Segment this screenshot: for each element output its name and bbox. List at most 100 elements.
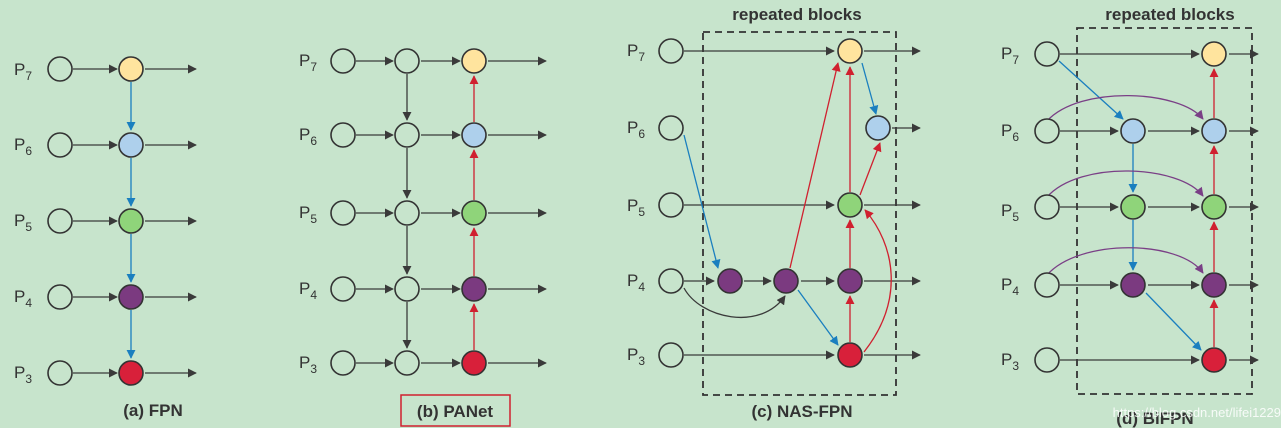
nasfpn-node-p7 (837, 38, 863, 64)
panet-input-node-p4 (330, 276, 356, 302)
panet-mid-node-p4 (394, 276, 420, 302)
nasfpn-node-p4 (837, 268, 863, 294)
caption-panet: (b) PANet (417, 402, 494, 421)
bifpn-label-p7: P7 (1001, 44, 1019, 67)
nasfpn-blue-edge (861, 62, 879, 115)
bifpn-label-p3: P3 (1001, 350, 1019, 373)
panet-edges (356, 56, 547, 368)
nasfpn-curved-edge (683, 287, 786, 319)
bifpn-skip-edge (1046, 94, 1204, 122)
panet-input-node-p6 (330, 122, 356, 148)
caption-nasfpn: (c) NAS-FPN (751, 402, 852, 421)
bifpn-skip-edge (1046, 170, 1204, 198)
fpn-label-p4: P4 (14, 287, 32, 310)
fpn-node-p7 (118, 56, 144, 82)
nasfpn-nodes (658, 38, 891, 368)
nasfpn-block-title: repeated blocks (732, 5, 861, 24)
fpn-input-node-p5 (47, 208, 73, 234)
bifpn-node-p6 (1201, 118, 1227, 144)
panet-node-p6 (461, 122, 487, 148)
bifpn-input-node-p4 (1034, 272, 1060, 298)
nasfpn-input-node-p6 (658, 115, 684, 141)
nasfpn-repeated-block-box (702, 31, 897, 396)
bifpn-level-labels: P7 P6 P5 P4 P3 (1001, 44, 1019, 373)
nasfpn-intermediate-node (717, 268, 743, 294)
nasfpn-level-labels: P7 P6 P5 P4 P3 (627, 41, 645, 368)
fpn-input-node-p6 (47, 132, 73, 158)
nasfpn-label-p5: P5 (627, 196, 645, 219)
fpn-level-labels: P7 P6 P5 P4 P3 (14, 60, 32, 386)
panet-label-p3: P3 (299, 353, 317, 376)
bifpn-label-p6: P6 (1001, 121, 1019, 144)
fpn-node-p5 (118, 208, 144, 234)
fpn-edges (73, 64, 197, 378)
bifpn-intermediate-node-p5 (1120, 194, 1146, 220)
bifpn-topdown-edge (1058, 60, 1124, 120)
bifpn-topdown-edge (1145, 292, 1202, 351)
bifpn-input-node-p6 (1034, 118, 1060, 144)
nasfpn-blue-edge (797, 289, 839, 346)
caption-fpn: (a) FPN (123, 401, 183, 420)
nasfpn-node-p6 (865, 115, 891, 141)
fpn-nodes (47, 56, 144, 386)
panet-node-p3 (461, 350, 487, 376)
nasfpn-intermediate-node (773, 268, 799, 294)
fpn-label-p6: P6 (14, 135, 32, 158)
panet-label-p6: P6 (299, 125, 317, 148)
bifpn-node-p7 (1201, 41, 1227, 67)
nasfpn-input-node-p5 (658, 192, 684, 218)
panel-nasfpn: repeated blocks P7 P6 P5 P4 P3 (627, 5, 921, 421)
fpn-input-node-p7 (47, 56, 73, 82)
panel-bifpn: repeated blocks P7 P6 P5 P4 P3 (1001, 5, 1259, 428)
nasfpn-input-node-p4 (658, 268, 684, 294)
fpn-input-node-p4 (47, 284, 73, 310)
bifpn-skip-edge (1046, 247, 1204, 276)
watermark: https://blog.csdn.net/lifei1229 (1113, 405, 1281, 420)
caption-bifpn: (d) BiFPN (1116, 409, 1193, 428)
bifpn-label-p4: P4 (1001, 275, 1019, 298)
fpn-node-p4 (118, 284, 144, 310)
panet-node-p4 (461, 276, 487, 302)
nasfpn-label-p3: P3 (627, 345, 645, 368)
panet-label-p7: P7 (299, 51, 317, 74)
panel-panet: P7 P6 P5 P4 P3 (299, 48, 547, 427)
caption-highlight-box (400, 394, 511, 427)
fpn-input-node-p3 (47, 360, 73, 386)
nasfpn-red-curved-edge (863, 209, 892, 353)
nasfpn-node-p5 (837, 192, 863, 218)
panet-label-p4: P4 (299, 279, 317, 302)
panet-label-p5: P5 (299, 203, 317, 226)
fpn-label-p7: P7 (14, 60, 32, 83)
panel-fpn: P7 P6 P5 P4 P3 (14, 56, 197, 420)
fpn-node-p6 (118, 132, 144, 158)
fpn-label-p3: P3 (14, 363, 32, 386)
bifpn-label-p5: P5 (1001, 201, 1019, 224)
bifpn-repeated-block-box (1076, 27, 1253, 395)
nasfpn-input-node-p7 (658, 38, 684, 64)
bifpn-intermediate-node-p4 (1120, 272, 1146, 298)
nasfpn-edges (683, 46, 921, 360)
panet-mid-node-p6 (394, 122, 420, 148)
nasfpn-red-edge (859, 142, 882, 196)
nasfpn-label-p6: P6 (627, 118, 645, 141)
nasfpn-label-p7: P7 (627, 41, 645, 64)
panet-input-node-p5 (330, 200, 356, 226)
panet-node-p5 (461, 200, 487, 226)
bifpn-nodes (1034, 41, 1227, 373)
panet-nodes (330, 48, 487, 376)
nasfpn-node-p3 (837, 342, 863, 368)
fpn-node-p3 (118, 360, 144, 386)
nasfpn-red-edge (789, 62, 841, 269)
nasfpn-blue-edge (683, 134, 721, 269)
panet-node-p7 (461, 48, 487, 74)
bifpn-input-node-p3 (1034, 347, 1060, 373)
panet-mid-node-p5 (394, 200, 420, 226)
panet-level-labels: P7 P6 P5 P4 P3 (299, 51, 317, 376)
bifpn-node-p4 (1201, 272, 1227, 298)
panet-mid-node-p3 (394, 350, 420, 376)
panet-input-node-p7 (330, 48, 356, 74)
bifpn-block-title: repeated blocks (1105, 5, 1234, 24)
bifpn-input-node-p7 (1034, 41, 1060, 67)
bifpn-node-p3 (1201, 347, 1227, 373)
